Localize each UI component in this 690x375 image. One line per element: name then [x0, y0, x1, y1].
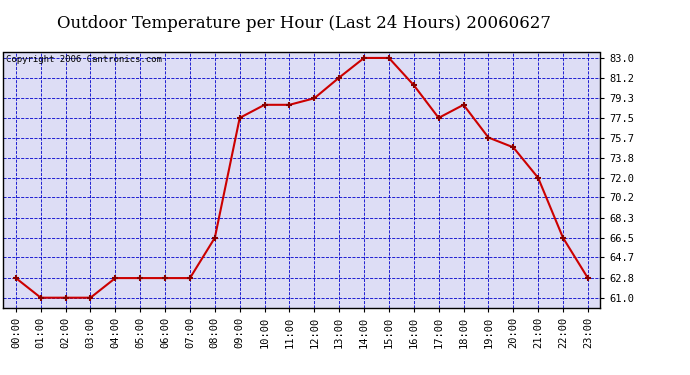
Text: Outdoor Temperature per Hour (Last 24 Hours) 20060627: Outdoor Temperature per Hour (Last 24 Ho… [57, 15, 551, 32]
Text: Copyright 2006 Cantronics.com: Copyright 2006 Cantronics.com [6, 55, 162, 64]
